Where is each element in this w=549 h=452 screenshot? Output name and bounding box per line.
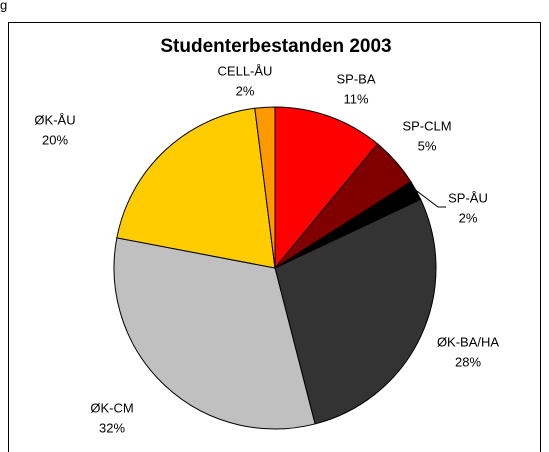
pie-slice <box>116 107 276 269</box>
slice-label: CELL-ÅU <box>218 63 273 78</box>
slice-label: ØK-ÅU <box>34 112 75 127</box>
slice-label: SP-CLM <box>402 118 451 133</box>
value-label: 2% <box>236 83 255 98</box>
slice-label: ØK-CM <box>90 400 133 415</box>
chart-title: Studenterbestanden 2003 <box>160 36 391 57</box>
leader-line <box>415 190 446 208</box>
value-label: 5% <box>418 138 437 153</box>
value-label: 32% <box>99 420 125 435</box>
value-label: 2% <box>459 210 478 225</box>
value-label: 28% <box>455 354 481 369</box>
pie-slice <box>274 198 437 425</box>
pie-slice <box>254 106 276 269</box>
pie-slice <box>113 237 316 430</box>
pie-slice <box>274 106 379 270</box>
value-label: 20% <box>42 132 68 147</box>
caption: g <box>0 0 7 12</box>
slice-label: SP-BA <box>336 71 375 86</box>
slice-label: SP-ÅU <box>448 190 488 205</box>
slice-label: ØK-BA/HA <box>437 334 499 349</box>
value-label: 11% <box>343 91 368 106</box>
